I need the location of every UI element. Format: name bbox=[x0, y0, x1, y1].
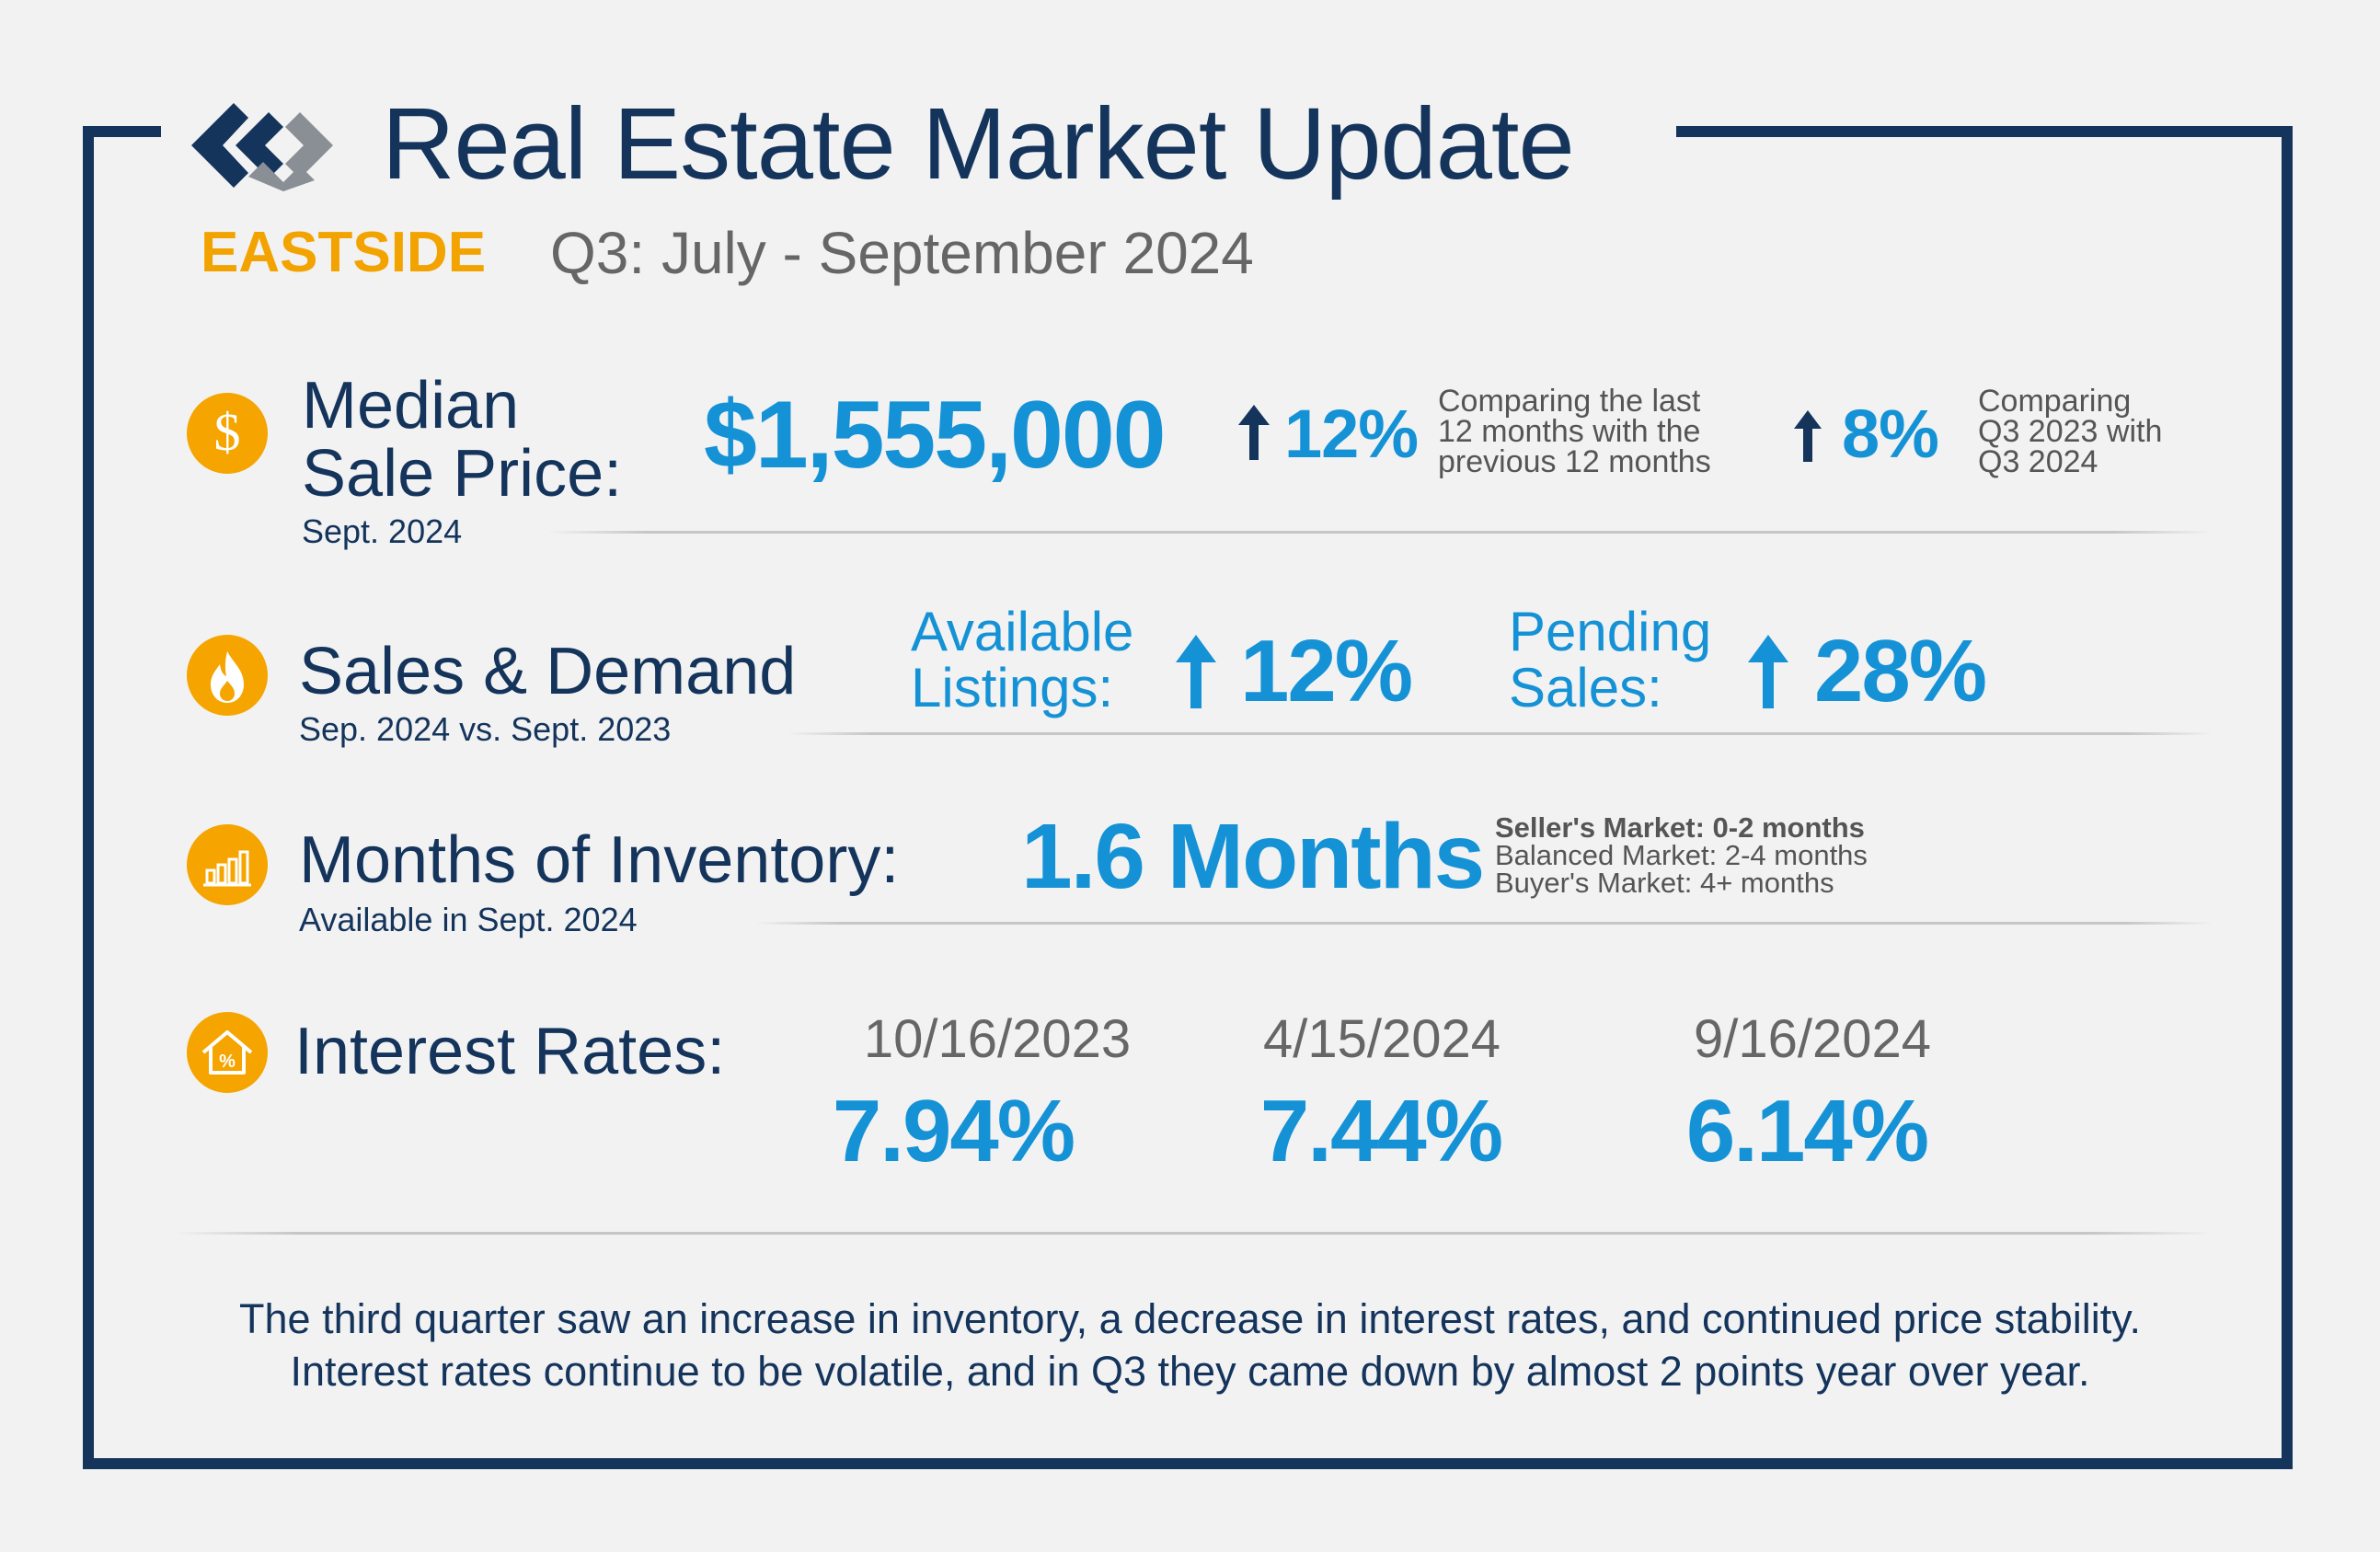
median-change2-value: 8% bbox=[1842, 396, 1939, 472]
sales-demand-label: Sales & Demand bbox=[299, 635, 797, 708]
rate-value-3: 6.14% bbox=[1685, 1082, 1929, 1180]
available-value: 12% bbox=[1240, 622, 1413, 720]
frame-top-right bbox=[1676, 126, 2293, 137]
pending-label-line1: Pending bbox=[1509, 601, 1712, 662]
inventory-value: 1.6 Months bbox=[1021, 805, 1485, 908]
separator-4 bbox=[175, 1232, 2213, 1235]
rate-value-2: 7.44% bbox=[1259, 1082, 1503, 1180]
interest-rates-label: Interest Rates: bbox=[294, 1015, 726, 1088]
period-label: Q3: July - September 2024 bbox=[550, 220, 1254, 286]
separator-1 bbox=[547, 531, 2213, 534]
median-change2-note-2: Q3 2023 with bbox=[1978, 414, 2163, 449]
pending-label-line2: Sales: bbox=[1509, 657, 1662, 719]
median-change1-note-2: 12 months with the bbox=[1438, 414, 1701, 449]
median-change1-note-3: previous 12 months bbox=[1438, 444, 1711, 479]
logo-mark bbox=[191, 99, 355, 191]
rate-date-1: 10/16/2023 bbox=[863, 1009, 1132, 1069]
median-change2-note-1: Comparing bbox=[1978, 384, 2132, 419]
arrow-up-icon bbox=[1176, 635, 1216, 708]
inventory-legend-buyers: Buyer's Market: 4+ months bbox=[1495, 867, 1834, 899]
median-change1-note-1: Comparing the last bbox=[1438, 384, 1701, 419]
pending-value: 28% bbox=[1814, 622, 1987, 720]
bar-chart-icon bbox=[187, 824, 268, 905]
available-label-line2: Listings: bbox=[911, 657, 1114, 719]
frame-right bbox=[2282, 126, 2293, 1469]
sales-demand-sub: Sep. 2024 vs. Sept. 2023 bbox=[299, 710, 672, 748]
inventory-label: Months of Inventory: bbox=[299, 823, 900, 897]
inventory-sub: Available in Sept. 2024 bbox=[299, 901, 638, 938]
frame-left bbox=[83, 126, 94, 1469]
rate-date-3: 9/16/2024 bbox=[1693, 1009, 1932, 1069]
svg-text:$: $ bbox=[214, 402, 241, 462]
median-sub: Sept. 2024 bbox=[302, 512, 463, 550]
separator-3 bbox=[754, 922, 2213, 925]
house-percent-icon: % bbox=[187, 1012, 268, 1093]
footer-line-2: Interest rates continue to be volatile, … bbox=[290, 1348, 2090, 1395]
arrow-up-icon bbox=[1748, 635, 1788, 708]
footer-summary: The third quarter saw an increase in inv… bbox=[92, 1293, 2288, 1397]
arrow-up-icon bbox=[1238, 405, 1270, 460]
footer-line-1: The third quarter saw an increase in inv… bbox=[239, 1295, 2141, 1342]
flame-icon bbox=[187, 635, 268, 716]
inventory-legend-sellers: Seller's Market: 0-2 months bbox=[1495, 811, 1865, 844]
median-price-value: $1,555,000 bbox=[704, 382, 1167, 489]
arrow-up-icon bbox=[1794, 410, 1822, 462]
separator-2 bbox=[787, 732, 2213, 735]
frame-bottom bbox=[83, 1458, 2293, 1469]
svg-text:%: % bbox=[219, 1052, 236, 1072]
median-change2-note-3: Q3 2024 bbox=[1978, 444, 2098, 479]
median-label-line2: Sale Price: bbox=[302, 437, 623, 511]
page-title: Real Estate Market Update bbox=[382, 87, 1575, 201]
median-change1-value: 12% bbox=[1284, 396, 1419, 472]
region-label: EASTSIDE bbox=[201, 221, 487, 284]
inventory-legend-balanced: Balanced Market: 2-4 months bbox=[1495, 839, 1868, 871]
rate-date-2: 4/15/2024 bbox=[1262, 1009, 1501, 1069]
median-label-line1: Median bbox=[302, 369, 520, 443]
dollar-icon: $ bbox=[187, 393, 268, 474]
available-label-line1: Available bbox=[911, 601, 1134, 662]
rate-value-1: 7.94% bbox=[832, 1082, 1075, 1180]
frame-top-left bbox=[83, 126, 161, 137]
